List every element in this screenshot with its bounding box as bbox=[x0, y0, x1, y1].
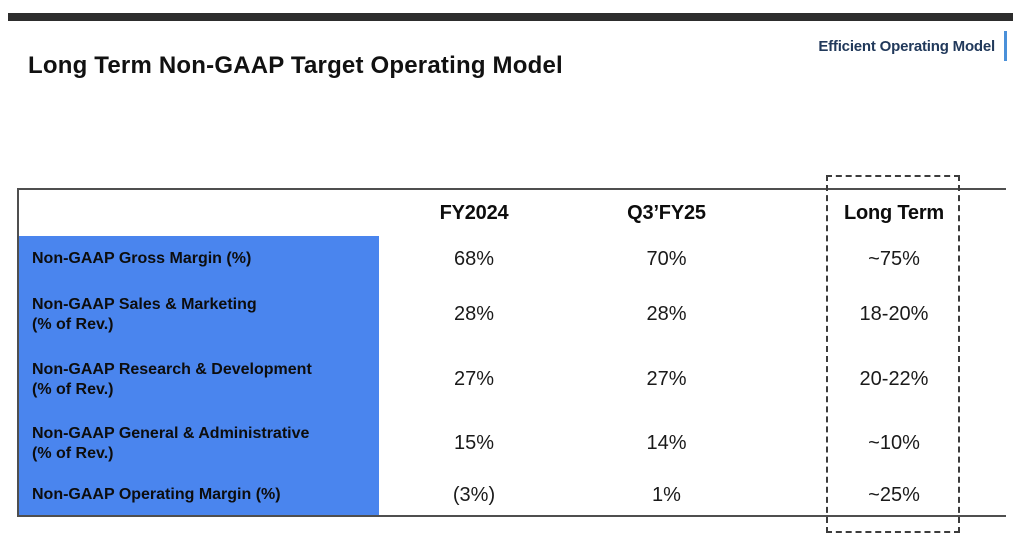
table-row: Non-GAAP Research & Development (% of Rev… bbox=[19, 347, 1006, 412]
section-badge-label: Efficient Operating Model bbox=[818, 37, 995, 55]
table-header-row: FY2024 Q3’FY25 Long Term bbox=[19, 190, 1006, 236]
operating-model-table: FY2024 Q3’FY25 Long Term Non-GAAP Gross … bbox=[17, 188, 1006, 517]
row-label: Non-GAAP Operating Margin (%) bbox=[32, 486, 281, 503]
table-row: Non-GAAP Gross Margin (%) 68% 70% ~75% bbox=[19, 236, 1006, 282]
table-row: Non-GAAP Sales & Marketing (% of Rev.) 28%… bbox=[19, 282, 1006, 347]
cell-fy2024: (3%) bbox=[452, 483, 496, 506]
cell-fy2024: 27% bbox=[453, 368, 495, 390]
cell-fy2024: 28% bbox=[453, 303, 495, 325]
row-label: Non-GAAP Gross Margin (%) bbox=[32, 250, 252, 267]
cell-long-term: ~25% bbox=[868, 483, 920, 506]
cell-q3fy25: 1% bbox=[652, 483, 681, 506]
cell-q3fy25: 14% bbox=[646, 432, 687, 454]
cell-q3fy25: 28% bbox=[646, 303, 687, 325]
section-badge: Efficient Operating Model bbox=[818, 31, 1007, 61]
cell-long-term: ~75% bbox=[868, 247, 920, 270]
cell-long-term: 18-20% bbox=[859, 303, 929, 325]
cell-long-term: 20-22% bbox=[859, 368, 929, 390]
cell-q3fy25: 70% bbox=[646, 247, 687, 270]
cell-long-term: ~10% bbox=[868, 432, 920, 454]
cell-fy2024: 15% bbox=[453, 432, 495, 454]
header-cell-q3fy25: Q3’FY25 bbox=[627, 201, 706, 224]
header-cell-fy2024: FY2024 bbox=[439, 201, 509, 224]
cell-q3fy25: 27% bbox=[646, 368, 687, 390]
top-divider-bar bbox=[8, 13, 1013, 21]
page-title: Long Term Non-GAAP Target Operating Mode… bbox=[28, 52, 563, 79]
table-row: Non-GAAP Operating Margin (%) (3%) 1% ~25% bbox=[19, 475, 1006, 515]
table-body: Non-GAAP Gross Margin (%) 68% 70% ~75% Non-G… bbox=[19, 236, 1006, 515]
table-row: Non-GAAP General & Administrative (% of R… bbox=[19, 412, 1006, 475]
row-label-highlight-block bbox=[19, 236, 379, 515]
cell-fy2024: 68% bbox=[453, 247, 495, 270]
header-cell-long-term: Long Term bbox=[843, 201, 945, 224]
row-label: Non-GAAP Research & Development (% of Rev… bbox=[32, 360, 312, 398]
row-label: Non-GAAP General & Administrative (% of R… bbox=[32, 424, 310, 462]
row-label: Non-GAAP Sales & Marketing (% of Rev.) bbox=[32, 295, 257, 333]
